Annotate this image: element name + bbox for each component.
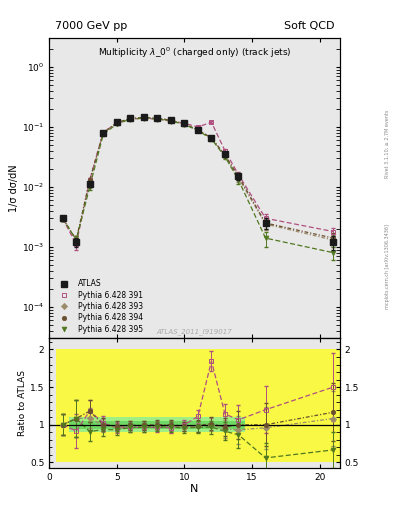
Pythia 6.428 391 [236,172,241,178]
Pythia 6.428 391 [74,241,79,247]
Pythia 6.428 395 [87,184,92,190]
Pythia 6.428 391 [101,129,106,135]
Pythia 6.428 391 [60,215,65,221]
Pythia 6.428 393 [101,130,106,136]
Bar [56,350,340,462]
ATLAS [169,117,173,123]
Pythia 6.428 391 [196,124,200,130]
Pythia 6.428 393 [141,115,146,121]
ATLAS [74,239,79,245]
ATLAS [182,120,187,126]
Pythia 6.428 395 [169,118,173,124]
ATLAS [236,173,241,179]
ATLAS [87,181,92,187]
Pythia 6.428 394 [331,235,336,241]
Pythia 6.428 394 [74,237,79,243]
Pythia 6.428 395 [141,115,146,121]
Pythia 6.428 393 [114,120,119,126]
Pythia 6.428 395 [60,215,65,221]
Pythia 6.428 393 [182,121,187,127]
Pythia 6.428 395 [196,127,200,134]
Pythia 6.428 394 [60,215,65,221]
Pythia 6.428 391 [155,116,160,122]
Legend: ATLAS, Pythia 6.428 391, Pythia 6.428 393, Pythia 6.428 394, Pythia 6.428 395: ATLAS, Pythia 6.428 391, Pythia 6.428 39… [51,277,145,336]
ATLAS [101,130,106,136]
Pythia 6.428 391 [141,115,146,121]
Pythia 6.428 391 [222,148,227,154]
Pythia 6.428 395 [222,154,227,160]
ATLAS [196,126,200,133]
Pythia 6.428 393 [222,153,227,159]
Pythia 6.428 393 [74,237,79,243]
Pythia 6.428 393 [169,117,173,123]
Pythia 6.428 393 [236,175,241,181]
Pythia 6.428 391 [87,177,92,183]
Pythia 6.428 394 [114,120,119,126]
Pythia 6.428 393 [209,135,214,141]
Line: Pythia 6.428 395: Pythia 6.428 395 [60,116,336,255]
Text: Rivet 3.1.10; ≥ 2.7M events: Rivet 3.1.10; ≥ 2.7M events [385,109,390,178]
ATLAS [141,114,146,120]
Text: 7000 GeV pp: 7000 GeV pp [55,21,127,31]
Pythia 6.428 395 [331,249,336,255]
Pythia 6.428 393 [263,221,268,227]
Pythia 6.428 394 [101,130,106,136]
Pythia 6.428 393 [128,116,133,122]
Pythia 6.428 394 [141,114,146,120]
Text: ATLAS_2011_I919017: ATLAS_2011_I919017 [157,328,232,335]
Pythia 6.428 395 [114,121,119,127]
Bar [70,417,245,432]
Pythia 6.428 391 [209,119,214,125]
Line: Pythia 6.428 394: Pythia 6.428 394 [61,115,335,242]
ATLAS [155,115,160,121]
Text: mcplots.cern.ch [arXiv:1306.3436]: mcplots.cern.ch [arXiv:1306.3436] [385,224,390,309]
Pythia 6.428 395 [263,235,268,241]
Pythia 6.428 395 [209,136,214,142]
Pythia 6.428 394 [182,121,187,127]
Text: Multiplicity $\lambda\_0^0$ (charged only) (track jets): Multiplicity $\lambda\_0^0$ (charged onl… [98,46,291,60]
Y-axis label: 1/σ dσ/dN: 1/σ dσ/dN [9,164,19,212]
Pythia 6.428 394 [128,115,133,121]
Pythia 6.428 394 [263,220,268,226]
ATLAS [331,239,336,245]
ATLAS [114,119,119,125]
ATLAS [60,215,65,221]
Pythia 6.428 393 [196,127,200,133]
Pythia 6.428 394 [196,127,200,133]
Pythia 6.428 395 [128,116,133,122]
Line: Pythia 6.428 393: Pythia 6.428 393 [61,115,335,242]
Pythia 6.428 391 [128,116,133,122]
Pythia 6.428 394 [169,117,173,123]
Pythia 6.428 394 [155,115,160,121]
Y-axis label: Ratio to ATLAS: Ratio to ATLAS [18,370,27,436]
Pythia 6.428 395 [101,132,106,138]
Bar [70,421,245,429]
ATLAS [222,151,227,157]
Pythia 6.428 394 [87,177,92,183]
X-axis label: N: N [190,484,199,494]
Line: Pythia 6.428 391: Pythia 6.428 391 [60,116,336,247]
Pythia 6.428 394 [222,152,227,158]
Pythia 6.428 391 [263,215,268,221]
Pythia 6.428 391 [331,228,336,234]
Pythia 6.428 391 [169,118,173,124]
Pythia 6.428 395 [236,177,241,183]
Pythia 6.428 395 [182,121,187,127]
ATLAS [263,220,268,226]
Pythia 6.428 394 [209,135,214,141]
ATLAS [128,115,133,121]
Pythia 6.428 391 [182,120,187,126]
Pythia 6.428 393 [155,116,160,122]
Pythia 6.428 393 [60,215,65,221]
Pythia 6.428 395 [74,237,79,243]
Text: Soft QCD: Soft QCD [284,21,334,31]
Pythia 6.428 393 [331,237,336,243]
Pythia 6.428 395 [155,116,160,122]
ATLAS [209,135,214,141]
Pythia 6.428 393 [87,179,92,185]
Pythia 6.428 391 [114,120,119,126]
Pythia 6.428 394 [236,173,241,179]
Line: ATLAS: ATLAS [60,115,336,245]
